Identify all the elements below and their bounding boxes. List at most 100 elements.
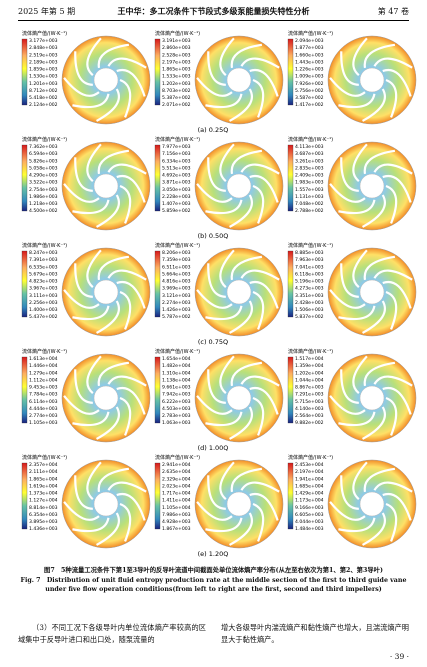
blade [196,501,233,521]
colorbar-label: 6.594e+003 [29,151,58,157]
colorbar-label: 8.703e+002 [162,88,191,94]
colorbar-label: 4.928e+003 [162,519,191,525]
colorbar-label: 5.837e+002 [295,314,324,320]
blade [373,269,413,281]
colorbar [287,462,294,530]
contour-panel: 流体熵产值/(W·K⁻¹)2.094e+0031.877e+0031.660e+… [287,30,417,125]
blade [249,280,279,309]
blade [230,361,263,387]
hub [93,173,119,199]
colorbar-label: 1.619e+004 [29,483,58,489]
colorbar-label: 8.867e+003 [295,385,324,391]
blade [240,375,280,387]
contour-panel: 流体熵产值/(W·K⁻¹)8.885e+0037.963e+0037.041e+… [287,242,417,337]
blade [97,255,130,281]
colorbar-label: 3.895e+003 [29,519,58,525]
blade [119,78,132,118]
contour-panel: 流体熵产值/(W·K⁻¹)7.362e+0036.594e+0035.826e+… [21,136,151,231]
hub [359,279,385,305]
colorbar [154,38,161,106]
colorbar-label: 2.329e+004 [162,476,191,482]
contour-panel: 流体熵产值/(W·K⁻¹)1.517e+0041.359e+0041.202e+… [287,348,417,443]
blade [116,174,146,203]
legend-title: 流体熵产值/(W·K⁻¹) [288,348,333,355]
colorbar [154,144,161,212]
blade [207,263,226,298]
blade [340,369,359,404]
blade [240,481,280,493]
colorbar-label: 1.411e+004 [162,498,191,504]
blade [338,305,376,321]
colorbar-label: 1.429e+004 [295,491,324,497]
hub [93,67,119,93]
blade [352,355,368,395]
blade [352,461,368,501]
header-right: 第 47 卷 [377,7,409,16]
legend-title: 流体熵产值/(W·K⁻¹) [155,136,200,143]
blade [119,396,132,436]
blade [205,411,243,427]
colorbar-label: 6.354e+003 [29,512,58,518]
blade [97,149,130,175]
legend-title: 流体熵产值/(W·K⁻¹) [155,242,200,249]
colorbar-label: 3.969e+003 [162,286,191,292]
colorbar-label: 1.112e+004 [29,377,58,383]
colorbar-label: 1.865e+004 [29,476,58,482]
colorbar-label: 5.859e+002 [162,208,191,214]
blade [63,501,100,521]
colorbar-label: 1.877e+003 [295,45,324,51]
blade [338,517,376,533]
blade [205,199,243,215]
colorbar [154,250,161,318]
colorbar-label: 1.482e+004 [162,363,191,369]
blade [352,249,368,289]
blade [74,263,93,298]
colorbar-label: 2.941e+004 [162,462,191,468]
colorbar-label: 6.118e+003 [295,271,324,277]
colorbar-label: 2.124e+002 [29,102,58,108]
legend-title: 流体熵产值/(W·K⁻¹) [155,454,200,461]
blade [86,355,102,395]
blade [107,481,147,493]
blade [363,43,396,69]
colorbar-label: 1.484e+003 [295,526,324,532]
colorbar-label: 1.359e+004 [295,363,324,369]
blade [96,194,121,228]
hub [359,67,385,93]
colorbar-label: 7.359e+003 [162,257,191,263]
colorbar-label: 3.871e+003 [162,180,191,186]
colorbar-label: 3.121e+003 [162,293,191,299]
colorbar-label: 4.444e+003 [29,406,58,412]
panel-label: (b) 0.50Q [198,232,229,240]
blade [96,300,121,334]
legend-title: 流体熵产值/(W·K⁻¹) [288,136,333,143]
blade [116,68,146,97]
blade [205,517,243,533]
colorbar-label: 2.094e+003 [295,38,324,44]
blade [362,88,387,122]
blade [373,481,413,493]
contour-panel: 流体熵产值/(W·K⁻¹)2.453e+0042.197e+0041.941e+… [287,454,417,549]
colorbar-label: 6.535e+003 [29,264,58,270]
colorbar-label: 5.196e+003 [295,279,324,285]
blade [363,361,396,387]
blade [63,395,100,415]
blade [74,369,93,404]
blade [240,163,280,175]
colorbar-label: 2.023e+004 [162,483,191,489]
blade [207,475,226,510]
blade [338,93,376,109]
colorbar-label: 5.664e+003 [162,271,191,277]
colorbar-label: 1.717e+004 [162,491,191,497]
colorbar-label: 6.605e+003 [295,512,324,518]
colorbar-label: 2.848e+003 [29,45,58,51]
blade [205,93,243,109]
colorbar-label: 2.564e+003 [295,413,324,419]
colorbar-label: 1.009e+003 [295,74,324,80]
colorbar-label: 5.437e+002 [29,314,58,320]
header-rule [18,20,409,21]
blade [207,157,226,192]
colorbar-label: 1.941e+004 [295,476,324,482]
blade [329,289,366,309]
colorbar-label: 1.202e+004 [295,370,324,376]
